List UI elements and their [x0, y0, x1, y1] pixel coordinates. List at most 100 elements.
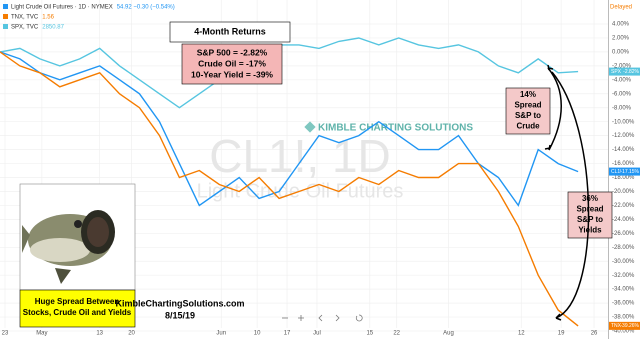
watermark-symbol: CL1!, 1D — [209, 130, 391, 182]
tag-name: CL1! — [611, 169, 622, 175]
y-tick-label: 2.00% — [612, 36, 630, 42]
arrow-head — [555, 313, 562, 321]
arrow-head — [547, 64, 554, 71]
legend-swatch — [3, 4, 8, 9]
y-tick-label: -16.00% — [612, 161, 635, 167]
logo: KIMBLE CHARTING SOLUTIONS — [318, 123, 473, 134]
y-tick-label: -8.00% — [612, 105, 632, 111]
tag-name: SPX — [611, 69, 622, 75]
date: 8/15/19 — [165, 310, 195, 320]
legend-value: 54.92 −0.30 (−0.54%) — [117, 5, 175, 11]
spread-yields-line: Yields — [578, 226, 602, 235]
tag-value: -39.26% — [620, 323, 639, 329]
y-tick-label: -40.00% — [612, 329, 635, 335]
y-tick-label: -10.00% — [612, 119, 635, 125]
y-tick-label: -34.00% — [612, 287, 635, 293]
last-value-tag — [609, 321, 640, 330]
legend-value: 2850.87 — [42, 25, 64, 31]
x-tick-label: 10 — [254, 331, 261, 337]
y-tick-label: -6.00% — [612, 91, 632, 97]
scroll-left[interactable] — [318, 314, 323, 322]
spread-yields-box — [567, 191, 613, 239]
x-tick-label: Aug — [443, 331, 454, 337]
legend-swatch — [3, 24, 8, 29]
x-tick-label: 26 — [591, 331, 598, 337]
returns-line: Crude Oil = -17% — [198, 58, 266, 68]
series-line — [0, 37, 579, 109]
series-line — [0, 51, 579, 207]
returns-title: 4-Month Returns — [194, 26, 266, 36]
spread-crude-box — [505, 87, 551, 135]
x-tick-label: 17 — [284, 331, 291, 337]
tag-name: TNX — [611, 323, 622, 329]
reset[interactable] — [355, 314, 363, 322]
spread-crude-line: 14% — [520, 90, 536, 99]
y-tick-label: -28.00% — [612, 245, 635, 251]
returns-title-box — [169, 21, 291, 43]
caption-line: Huge Spread Between — [35, 297, 120, 306]
caption: Huge Spread Between Stocks, Crude Oil and… — [23, 297, 132, 317]
tag-value: -2.82% — [623, 69, 639, 75]
x-tick-label: Jul — [313, 331, 321, 337]
legend-symbol: Light Crude Oil Futures · 1D · NYMEX — [11, 5, 113, 11]
y-tick-label: -18.00% — [612, 175, 635, 181]
returns-box — [181, 43, 283, 85]
y-tick-label: -22.00% — [612, 203, 635, 209]
y-tick-label: 0.00% — [612, 49, 630, 55]
returns-line: 10-Year Yield = -39% — [191, 69, 273, 79]
spread-crude-line: Crude — [516, 122, 540, 131]
y-tick-label: -4.00% — [612, 77, 632, 83]
y-tick-label: -38.00% — [612, 315, 635, 321]
caption-box — [19, 289, 136, 328]
site: KimbleChartingSolutions.com — [115, 298, 244, 308]
legend: Light Crude Oil Futures · 1D · NYMEX 54.9… — [3, 4, 175, 31]
y-tick-label: -2.00% — [612, 63, 632, 69]
x-tick-label: 19 — [558, 331, 565, 337]
x-tick-label: 23 — [2, 331, 9, 337]
y-tick-label: -12.00% — [612, 133, 635, 139]
legend-swatch — [3, 14, 8, 19]
arrow-head — [544, 144, 551, 151]
fish-image — [19, 183, 136, 291]
x-tick-label: 12 — [518, 331, 525, 337]
y-tick-label: -14.00% — [612, 147, 635, 153]
scroll-right[interactable] — [335, 314, 340, 322]
y-tick-label: -24.00% — [612, 217, 635, 223]
series-line — [0, 51, 579, 327]
x-tick-label: 15 — [366, 331, 373, 337]
toolbar — [282, 314, 363, 322]
tag-value: -17.15% — [620, 169, 639, 175]
watermark: CL1!, 1D Light Crude Oil Futures KIMBLE … — [197, 121, 473, 202]
x-tick-label: Jun — [216, 331, 226, 337]
y-tick-label: 4.00% — [612, 22, 630, 28]
returns-line: S&P 500 = -2.82% — [197, 47, 268, 57]
x-tick-label: 13 — [96, 331, 103, 337]
legend-symbol: TNX, TVC — [11, 15, 39, 21]
legend-value: 1.56 — [42, 15, 54, 21]
spread-yields-line: Spread — [576, 205, 603, 214]
last-value-tag — [609, 167, 640, 176]
arrow — [547, 67, 562, 151]
legend-symbol: SPX, TVC — [11, 25, 39, 31]
x-tick-label: 22 — [393, 331, 400, 337]
last-value-tag — [609, 67, 640, 76]
zoom-in[interactable] — [298, 315, 304, 321]
caption-line: Stocks, Crude Oil and Yields — [23, 308, 132, 317]
returns-lines: S&P 500 = -2.82%Crude Oil = -17%10-Year … — [191, 47, 273, 79]
y-tick-label: -26.00% — [612, 231, 635, 237]
y-tick-label: -20.00% — [612, 189, 635, 195]
spread-yields-line: S&P to — [577, 215, 603, 224]
spread-yields-line: 36% — [582, 194, 598, 203]
spread-crude-line: Spread — [514, 101, 541, 110]
y-tick-label: -30.00% — [612, 259, 635, 265]
y-tick-label: -32.00% — [612, 273, 635, 279]
x-tick-label: May — [36, 331, 47, 337]
series — [0, 37, 579, 327]
spread-crude-line: S&P to — [515, 111, 541, 120]
arrow — [551, 71, 590, 319]
y-tick-label: -36.00% — [612, 301, 635, 307]
